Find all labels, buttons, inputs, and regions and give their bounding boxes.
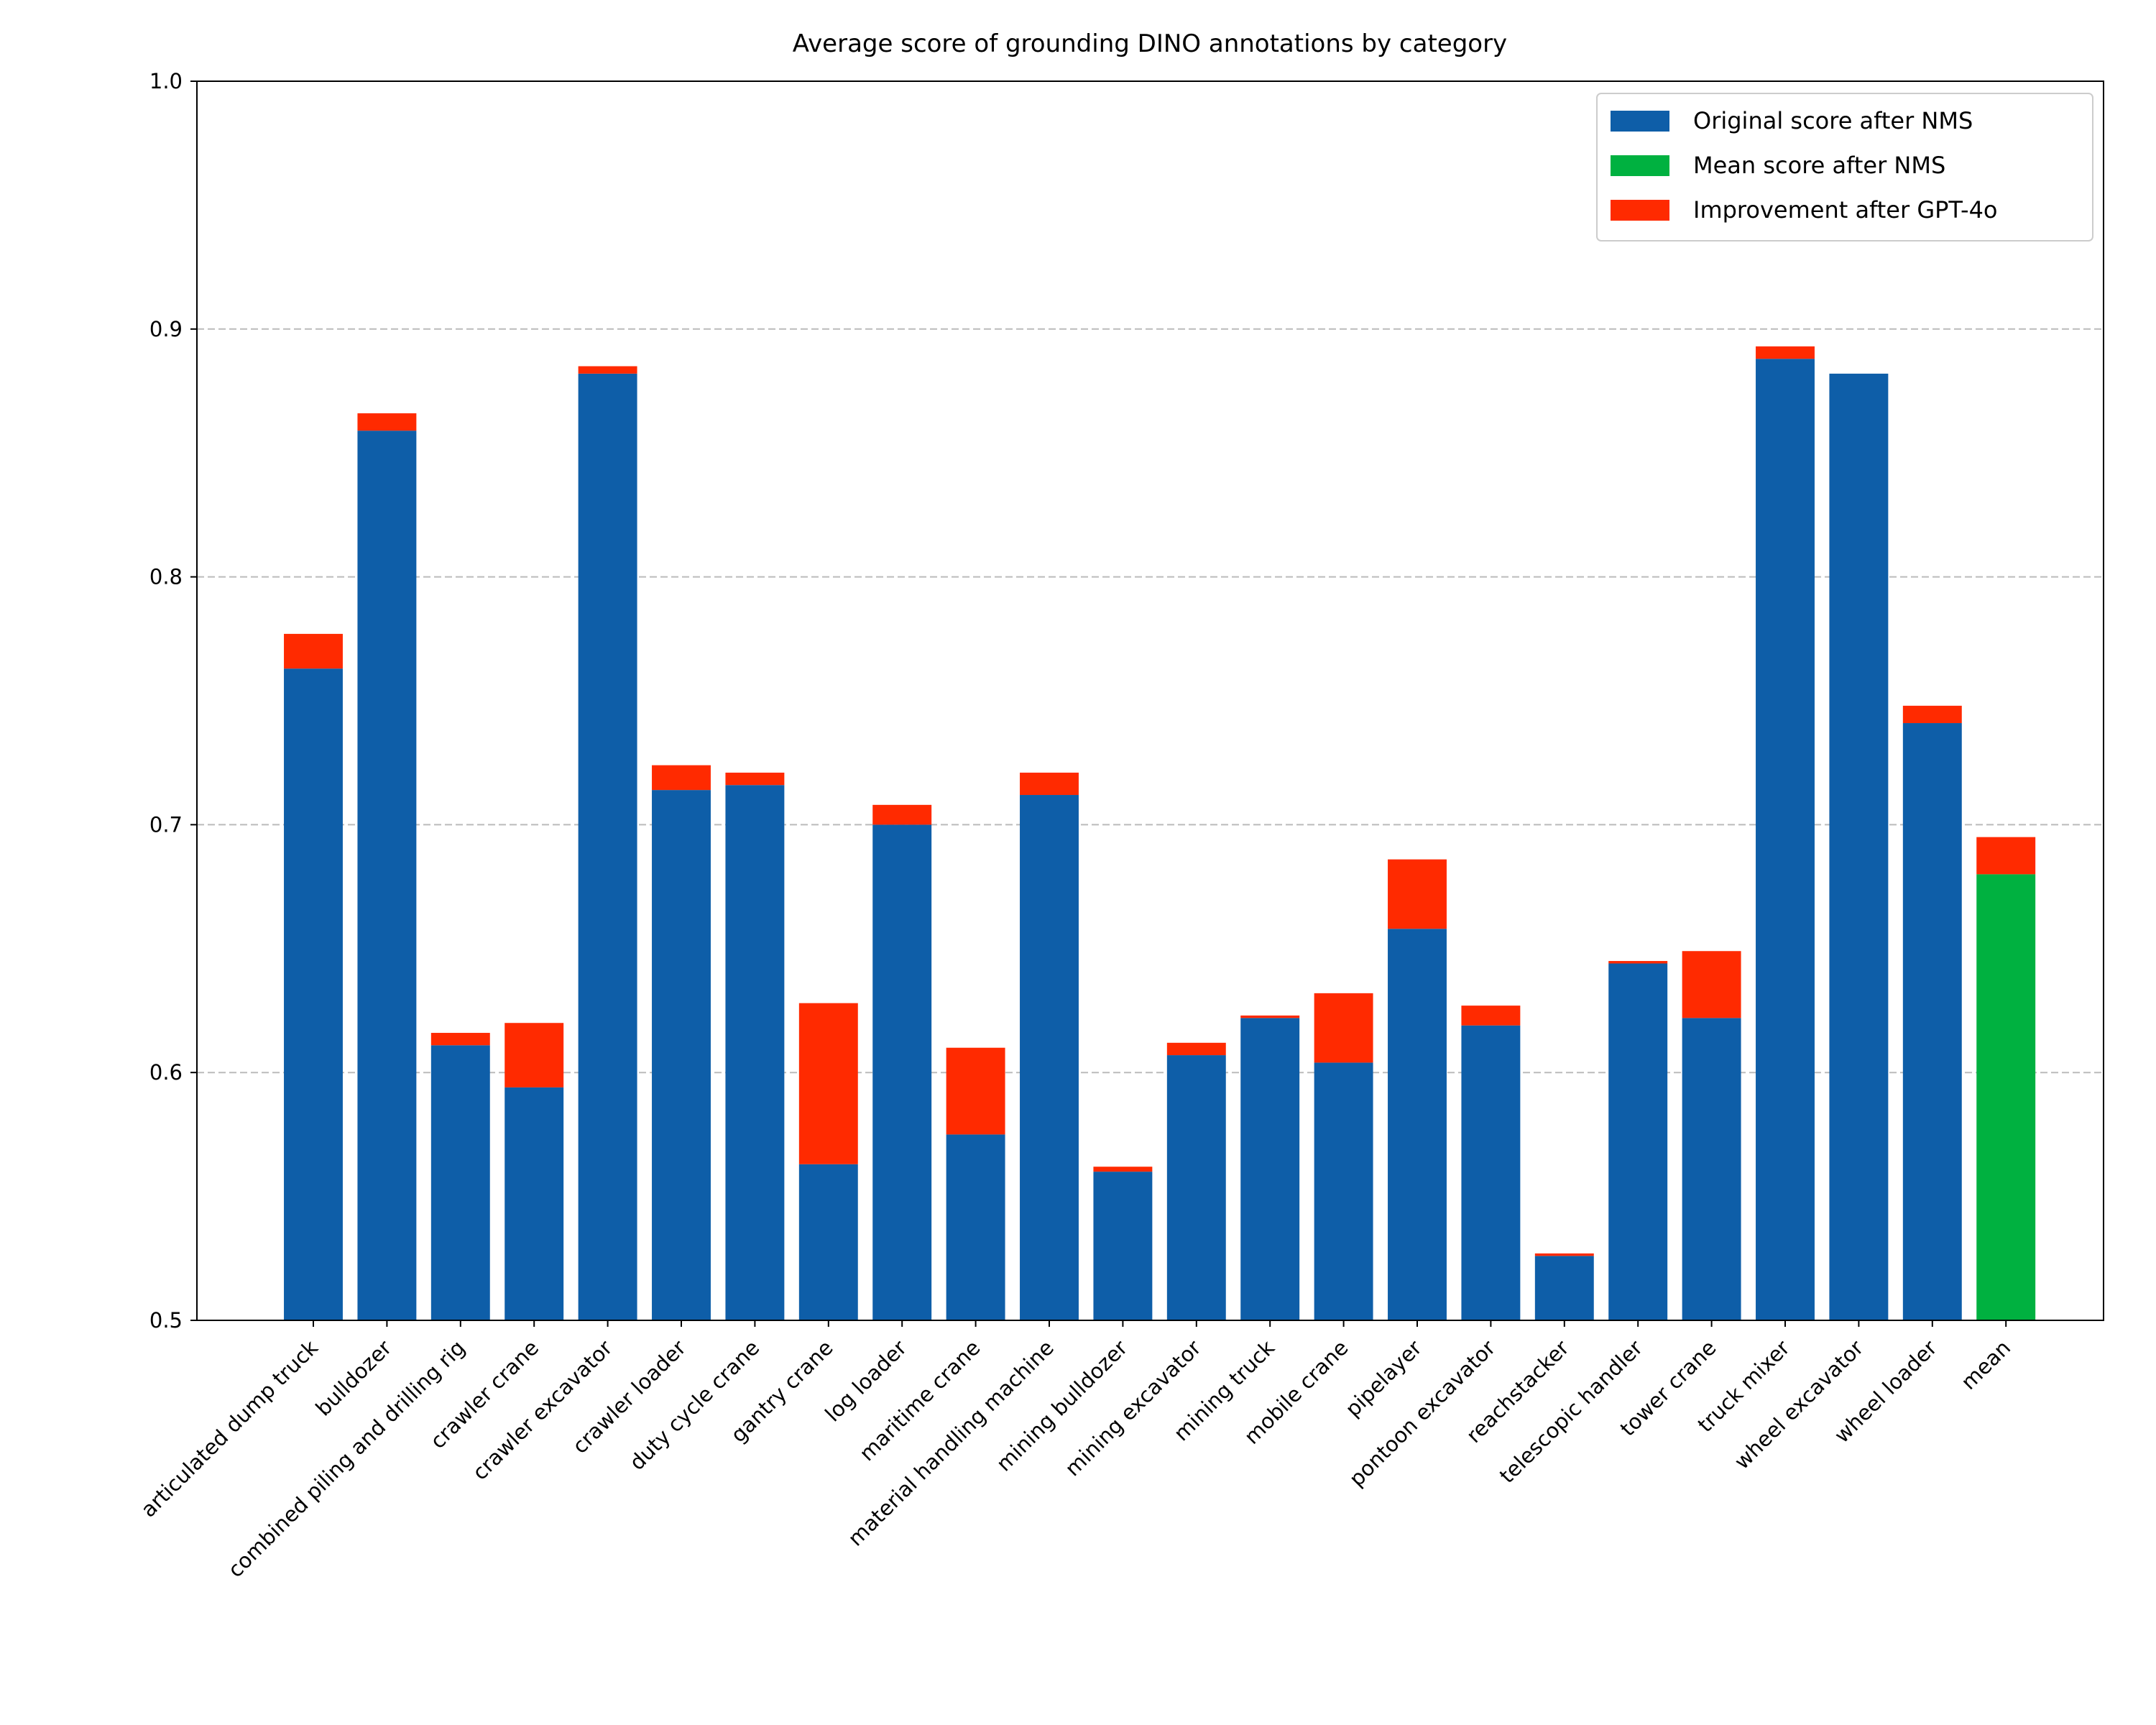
x-tick-label: wheel excavator bbox=[1729, 1335, 1868, 1474]
bar-segment bbox=[1388, 929, 1447, 1320]
bar-segment bbox=[1020, 772, 1079, 796]
bar-segment bbox=[1314, 993, 1373, 1063]
chart-title: Average score of grounding DINO annotati… bbox=[793, 29, 1507, 58]
y-tick-label: 0.7 bbox=[149, 812, 183, 837]
x-tick-label: mining excavator bbox=[1060, 1335, 1206, 1481]
bar-segment bbox=[430, 1045, 490, 1320]
bar-segment bbox=[1608, 963, 1668, 1320]
bar-segment bbox=[1461, 1006, 1521, 1026]
bar-segment bbox=[1976, 837, 2036, 875]
bar-segment bbox=[1388, 859, 1447, 929]
x-tick-label: crawler excavator bbox=[468, 1335, 617, 1485]
bar-segment bbox=[872, 804, 932, 825]
bar-segment bbox=[1756, 346, 1815, 359]
bar-segment bbox=[1902, 723, 1962, 1320]
bar-segment bbox=[284, 668, 343, 1320]
bar-segment bbox=[1461, 1025, 1521, 1320]
bar-segment bbox=[1166, 1042, 1226, 1056]
bar-segment bbox=[1240, 1015, 1300, 1018]
bar-segment bbox=[1240, 1018, 1300, 1320]
legend-label: Improvement after GPT-4o bbox=[1693, 196, 1998, 224]
bar-segment bbox=[1093, 1167, 1153, 1172]
bar-segment bbox=[1976, 874, 2036, 1320]
bar-segment bbox=[1166, 1055, 1226, 1320]
bar-segment bbox=[1608, 961, 1668, 964]
bar-segment bbox=[725, 772, 785, 786]
bar-segment bbox=[505, 1023, 564, 1087]
plot-frame bbox=[196, 80, 2104, 1321]
bar-segment bbox=[1682, 951, 1741, 1018]
bar-segment bbox=[1093, 1172, 1153, 1320]
bar-segment bbox=[357, 413, 417, 431]
bar-segment bbox=[725, 785, 785, 1320]
bar-segment bbox=[652, 765, 711, 791]
bar-segment bbox=[946, 1047, 1005, 1135]
x-tick-label: mean bbox=[1956, 1335, 2015, 1394]
y-tick-label: 0.6 bbox=[149, 1060, 183, 1085]
bar-segment bbox=[1314, 1062, 1373, 1320]
y-tick-label: 0.8 bbox=[149, 565, 183, 589]
legend-label: Mean score after NMS bbox=[1693, 152, 1945, 179]
legend-label: Original score after NMS bbox=[1693, 107, 1973, 134]
bar-segment bbox=[1682, 1018, 1741, 1320]
bar-segment bbox=[1756, 359, 1815, 1320]
bar-segment bbox=[872, 824, 932, 1320]
bar-segment bbox=[1534, 1253, 1594, 1256]
bar-segment bbox=[652, 790, 711, 1320]
legend-swatch bbox=[1611, 111, 1669, 132]
bar-segment bbox=[798, 1164, 858, 1320]
bar-segment bbox=[946, 1134, 1005, 1320]
x-tick-label: duty cycle crane bbox=[625, 1335, 764, 1475]
bar-segment bbox=[505, 1087, 564, 1320]
bar-segment bbox=[430, 1033, 490, 1046]
bar-segment bbox=[798, 1003, 858, 1164]
y-tick-label: 0.5 bbox=[149, 1308, 183, 1333]
y-tick-label: 1.0 bbox=[149, 69, 183, 93]
bar-segment bbox=[1534, 1256, 1594, 1320]
legend-swatch bbox=[1611, 155, 1669, 176]
bar-segment bbox=[357, 431, 417, 1321]
bar-segment bbox=[578, 366, 637, 374]
legend-box bbox=[1596, 93, 2093, 242]
bar-segment bbox=[1020, 795, 1079, 1320]
bar-segment bbox=[284, 633, 343, 669]
bar-segment bbox=[1902, 705, 1962, 724]
y-tick-label: 0.9 bbox=[149, 317, 183, 341]
x-tick-label: mining bulldozer bbox=[992, 1335, 1133, 1476]
bar-segment bbox=[1829, 373, 1889, 1320]
legend-swatch bbox=[1611, 200, 1669, 221]
bar-segment bbox=[578, 373, 637, 1320]
x-tick-label: telescopic handler bbox=[1495, 1335, 1647, 1488]
x-tick-label: pontoon excavator bbox=[1345, 1335, 1501, 1491]
